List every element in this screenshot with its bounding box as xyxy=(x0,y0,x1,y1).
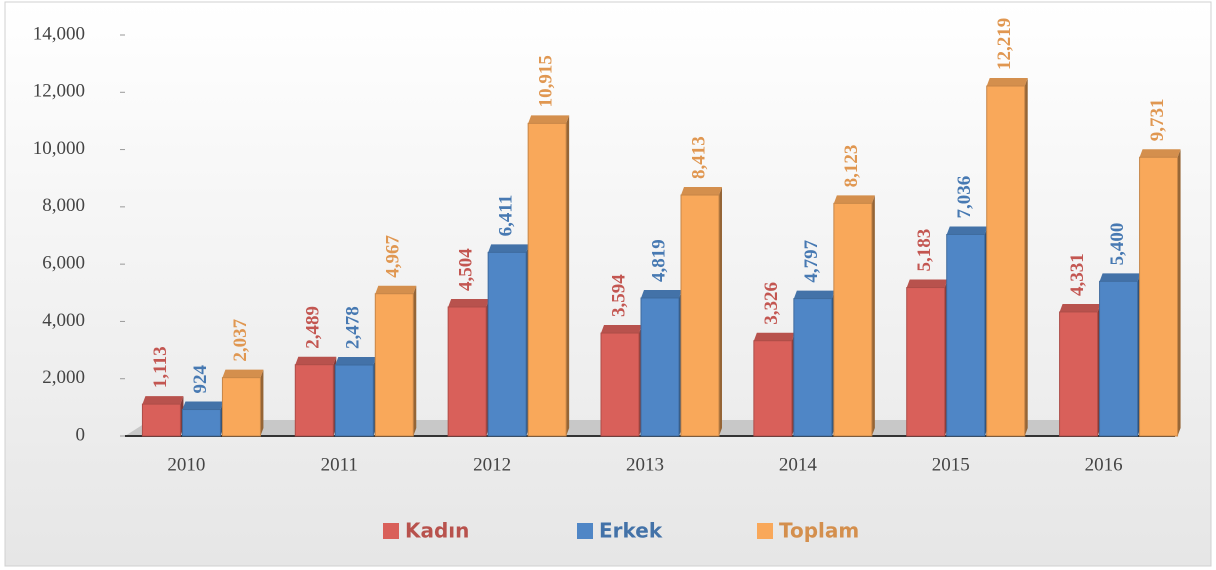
bar-top xyxy=(488,244,530,253)
value-label: 2,478 xyxy=(343,306,364,349)
bar xyxy=(1139,156,1179,437)
bar xyxy=(986,85,1026,437)
bar-side xyxy=(1177,149,1181,436)
bar-top xyxy=(528,115,570,124)
value-label: 5,400 xyxy=(1107,223,1128,266)
y-tick-label: 10,000 xyxy=(33,138,85,159)
bar xyxy=(833,202,873,437)
bar-top xyxy=(182,401,224,410)
bar-top xyxy=(946,226,988,235)
value-label: 4,797 xyxy=(801,239,822,282)
bar xyxy=(1099,280,1139,437)
bar xyxy=(221,377,261,437)
legend-label: Kadın xyxy=(405,519,469,543)
bar xyxy=(793,298,833,437)
bar-top xyxy=(906,279,948,288)
value-label: 2,489 xyxy=(303,306,324,349)
bar-side xyxy=(871,195,875,436)
x-tick-label: 2011 xyxy=(321,454,358,475)
legend-swatch xyxy=(383,523,399,539)
legend-swatch xyxy=(757,523,773,539)
bar-top xyxy=(753,332,795,341)
bar-side xyxy=(719,187,722,436)
legend-label: Erkek xyxy=(599,519,663,543)
y-tick-label: 4,000 xyxy=(42,310,85,331)
bar xyxy=(374,293,414,437)
x-tick-label: 2010 xyxy=(167,454,205,475)
bar xyxy=(447,306,487,437)
bar-top xyxy=(641,289,682,298)
bar-side xyxy=(1024,78,1028,436)
bar xyxy=(680,194,720,437)
bar-top xyxy=(793,290,835,299)
bar xyxy=(640,297,680,437)
bar xyxy=(1059,311,1099,437)
bar-top xyxy=(1099,273,1141,282)
y-tick-label: 12,000 xyxy=(33,81,85,102)
bar-side xyxy=(413,285,417,436)
y-tick-label: 6,000 xyxy=(42,253,85,274)
bar-top xyxy=(833,195,875,204)
value-label: 1,113 xyxy=(150,346,171,388)
x-tick-label: 2014 xyxy=(779,454,818,475)
value-label: 8,123 xyxy=(841,145,862,188)
y-tick-label: 0 xyxy=(76,424,86,445)
value-label: 924 xyxy=(190,365,211,394)
bar xyxy=(600,332,640,437)
value-label: 3,594 xyxy=(608,274,629,317)
value-label: 4,967 xyxy=(383,234,404,277)
bar-top xyxy=(142,396,184,405)
bar xyxy=(141,403,181,437)
bar-top xyxy=(448,298,490,307)
bar xyxy=(906,287,946,437)
bar-side xyxy=(566,115,570,436)
bar-top xyxy=(601,325,642,334)
value-label: 4,331 xyxy=(1067,253,1088,296)
y-tick-label: 14,000 xyxy=(33,23,85,44)
bar xyxy=(181,409,221,437)
bar-top xyxy=(986,78,1028,87)
y-tick-label: 2,000 xyxy=(42,367,85,388)
value-label: 2,037 xyxy=(230,318,251,361)
value-label: 9,731 xyxy=(1147,99,1168,142)
value-label: 10,915 xyxy=(536,55,557,107)
bar-top xyxy=(681,187,722,196)
bar-top xyxy=(375,285,417,294)
value-label: 6,411 xyxy=(496,195,517,237)
value-label: 5,183 xyxy=(914,229,935,272)
bar-top xyxy=(1059,303,1101,312)
bar xyxy=(946,233,986,437)
value-label: 3,326 xyxy=(761,282,782,325)
value-label: 8,413 xyxy=(688,136,709,179)
bar-top xyxy=(222,369,264,378)
bar xyxy=(527,122,567,437)
x-tick-label: 2012 xyxy=(473,454,511,475)
bar-side xyxy=(260,369,264,436)
bar xyxy=(753,340,793,437)
bar-top xyxy=(335,357,377,366)
bar xyxy=(487,251,527,437)
value-label: 7,036 xyxy=(954,176,975,219)
bar-top xyxy=(1139,149,1181,158)
x-tick-label: 2015 xyxy=(932,454,970,475)
bar xyxy=(334,364,374,437)
x-tick-label: 2013 xyxy=(626,454,664,475)
bar xyxy=(294,364,334,437)
legend-label: Toplam xyxy=(779,519,859,543)
bar-top xyxy=(295,356,337,365)
value-label: 4,819 xyxy=(648,239,669,282)
value-label: 4,504 xyxy=(456,248,477,291)
value-label: 12,219 xyxy=(994,18,1015,70)
y-tick-label: 8,000 xyxy=(42,195,85,216)
legend-swatch xyxy=(577,523,593,539)
x-tick-label: 2016 xyxy=(1085,454,1123,475)
